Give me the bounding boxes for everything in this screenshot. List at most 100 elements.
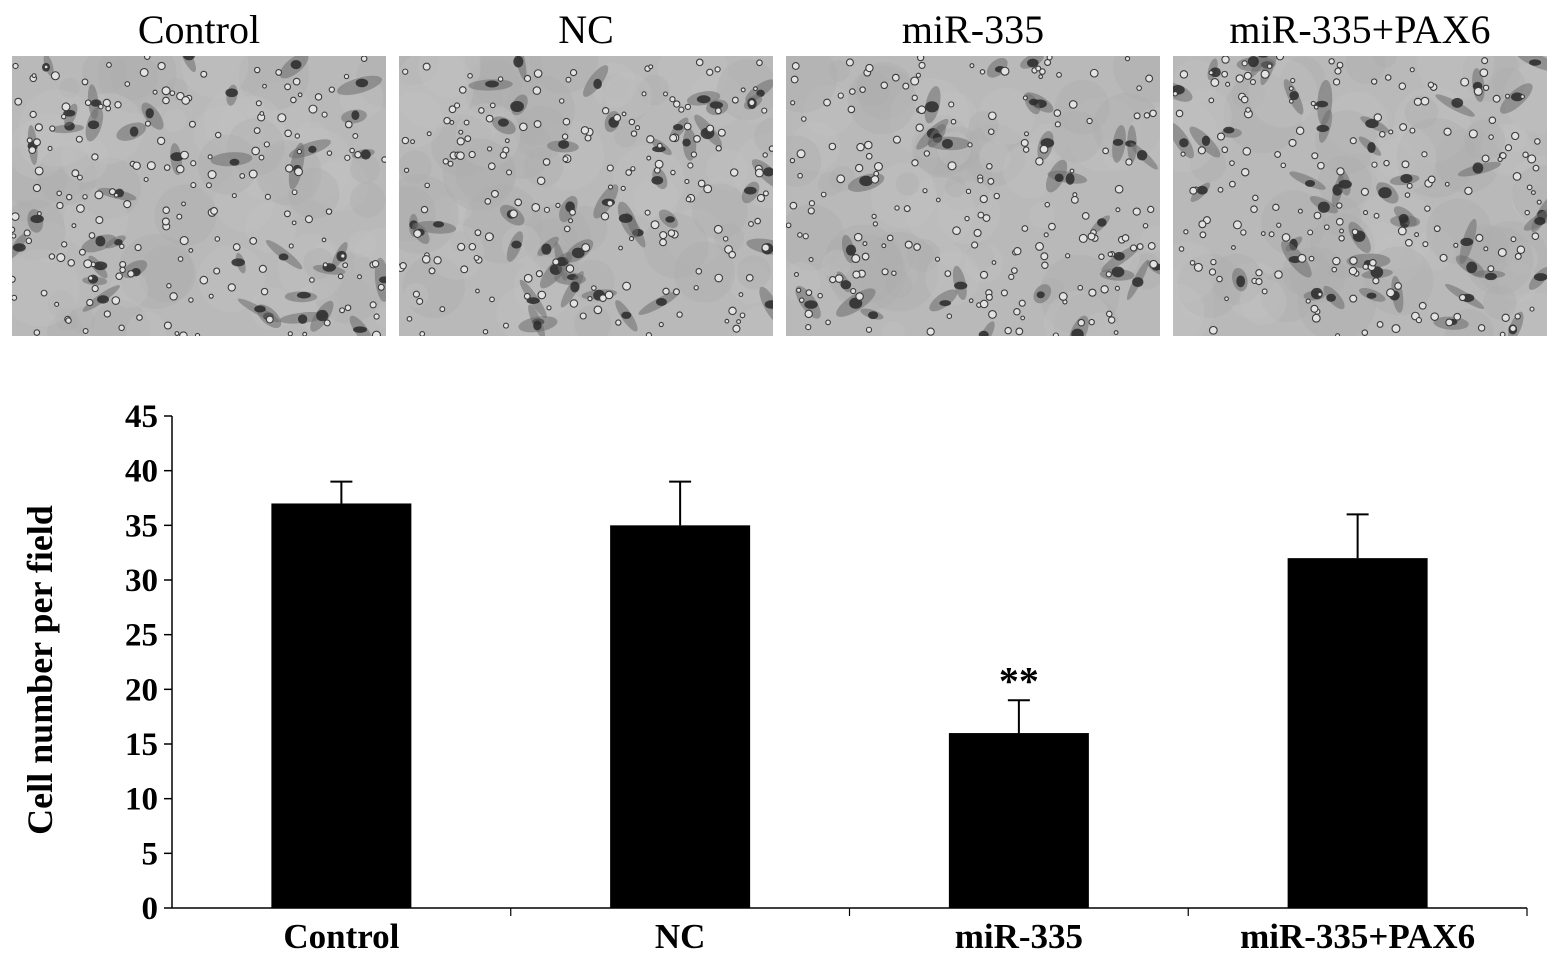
membrane-pore [213,267,221,275]
x-tick-label: miR-335+PAX6 [1240,917,1475,956]
membrane-pore [537,290,547,300]
membrane-pore [793,271,799,277]
background-mottle [1325,91,1389,155]
micrograph-nc [399,56,773,336]
membrane-pore [292,77,301,86]
background-mottle [1498,262,1538,303]
background-mottle [399,150,432,184]
membrane-pore [1399,123,1408,132]
membrane-pore [902,82,910,90]
membrane-pore [606,199,614,207]
membrane-pore [717,128,726,137]
membrane-pore [1477,324,1486,332]
membrane-pore [132,161,141,171]
membrane-pore [84,99,92,107]
membrane-pore [641,91,647,97]
membrane-pore [402,68,409,75]
membrane-pore [1373,212,1380,219]
background-mottle [638,74,670,106]
membrane-pore [328,86,335,93]
membrane-pore [156,136,166,146]
membrane-pore [790,75,799,84]
membrane-pore [1481,154,1490,163]
membrane-pore [947,161,957,171]
membrane-pore [850,287,857,295]
membrane-pore [23,229,31,237]
membrane-pore [1088,288,1097,297]
membrane-pore [1145,74,1154,83]
membrane-pore [32,183,42,193]
membrane-pore [214,131,222,139]
membrane-pore [1198,220,1207,229]
membrane-pore [1464,186,1473,196]
membrane-pore [1288,98,1294,104]
stained-cell-nucleus [129,126,139,137]
membrane-pore [926,327,935,336]
membrane-pore [1313,104,1319,110]
stained-cell-nucleus [378,276,386,284]
membrane-pore [1530,190,1536,196]
membrane-pore [713,224,723,234]
membrane-pore [1311,152,1319,160]
membrane-pore [1077,284,1084,291]
membrane-pore [845,58,854,67]
membrane-pore [254,66,261,74]
membrane-pore [1514,252,1522,260]
membrane-pore [474,229,482,237]
membrane-pore [630,166,636,172]
membrane-pore [1468,129,1478,139]
membrane-pore [628,118,636,126]
membrane-pore [581,243,591,253]
membrane-pore [1373,113,1383,122]
membrane-pore [259,111,265,116]
membrane-pore [697,179,706,188]
membrane-pore [739,312,746,319]
background-mottle [428,224,484,280]
membrane-pore [922,188,928,194]
membrane-pore [1260,231,1266,236]
membrane-pore [790,100,796,106]
membrane-pore [635,125,641,131]
membrane-pore [669,96,676,103]
membrane-pore [75,135,83,143]
membrane-pore [796,149,806,159]
membrane-pore [1290,77,1296,84]
membrane-pore [1229,180,1236,188]
membrane-pore [1332,256,1341,266]
membrane-pore [968,298,974,304]
membrane-pore [1078,233,1088,243]
membrane-pore [1334,67,1342,75]
membrane-pore [722,236,729,242]
background-mottle [230,126,305,201]
background-mottle [1177,253,1242,318]
stained-cell-nucleus [764,300,773,309]
membrane-pore [1136,243,1144,250]
membrane-pore [325,208,333,215]
membrane-pore [442,158,449,165]
membrane-pore [1249,78,1256,86]
membrane-pore [33,329,41,336]
background-mottle [1092,92,1160,162]
membrane-pore [424,182,430,189]
membrane-pore [91,153,99,161]
membrane-pore [910,76,920,86]
membrane-pore [1421,151,1428,158]
background-mottle [895,172,920,196]
background-mottle [450,231,472,252]
membrane-pore [1183,229,1189,235]
membrane-pore [169,90,176,97]
membrane-pore [748,221,754,227]
membrane-pore [12,275,16,283]
membrane-pore [971,241,979,249]
membrane-pore [139,68,149,77]
background-mottle [154,184,217,247]
membrane-pore [670,169,676,176]
membrane-pore [695,268,703,275]
stained-cell-nucleus [621,311,632,319]
background-mottle [604,72,652,120]
background-mottle [1435,128,1501,194]
background-mottle [963,123,1027,187]
membrane-pore [1497,156,1503,162]
background-mottle [786,56,838,113]
membrane-pore [484,232,494,242]
